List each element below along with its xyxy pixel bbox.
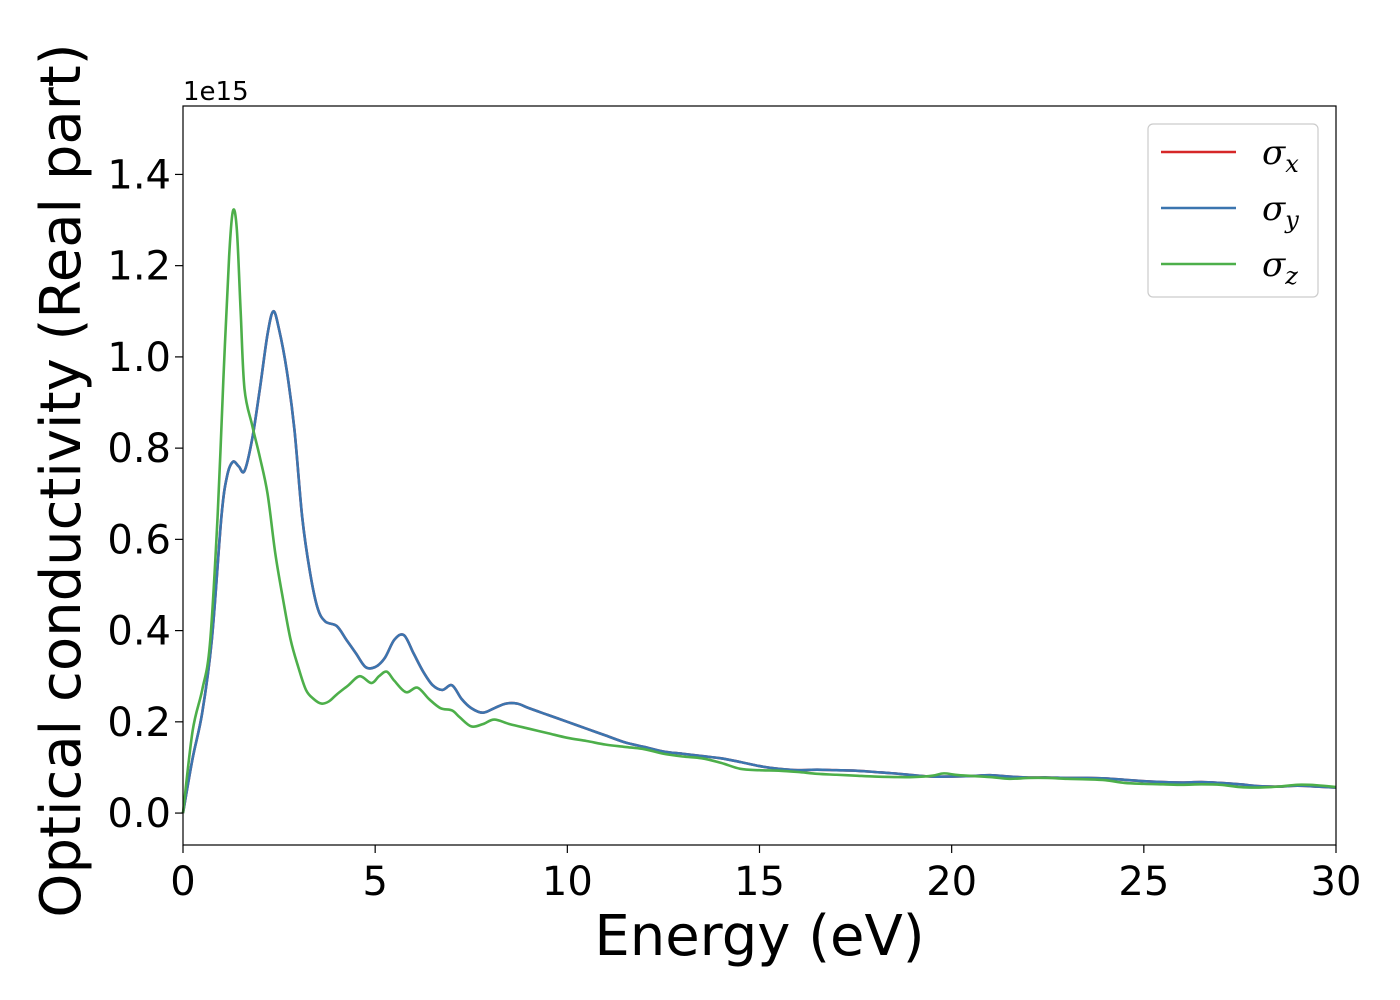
x-tick-label: 15: [734, 859, 785, 905]
y-tick-label: 0.0: [107, 791, 171, 837]
plot-lines: [181, 208, 1337, 814]
x-axis: 0 5 10 15 20 25 30: [170, 845, 1361, 905]
y-axis-offset-label: 1e15: [183, 77, 249, 107]
x-tick-label: 20: [926, 859, 977, 905]
legend-label-y: σy: [1262, 189, 1299, 234]
legend: σx σy σz: [1147, 123, 1319, 298]
y-tick-label: 0.4: [107, 609, 171, 655]
y-tick-label: 1.4: [107, 152, 171, 198]
legend-box: [1147, 123, 1319, 298]
y-tick-label: 0.2: [107, 700, 171, 746]
y-tick-label: 0.8: [107, 426, 171, 472]
x-tick-label: 25: [1118, 859, 1169, 905]
series-line-z: [181, 208, 1337, 814]
x-tick-label: 10: [542, 859, 593, 905]
legend-label-z: σz: [1262, 245, 1298, 290]
x-axis-title: Energy (eV): [594, 904, 924, 969]
x-tick-label: 0: [170, 859, 195, 905]
y-axis-title: Optical conductivity (Real part): [29, 43, 94, 917]
y-tick-label: 0.6: [107, 517, 171, 563]
x-tick-label: 5: [362, 859, 387, 905]
y-tick-label: 1.0: [107, 335, 171, 381]
y-axis: 0.0 0.2 0.4 0.6 0.8 1.0 1.2 1.4: [107, 152, 183, 837]
y-tick-label: 1.2: [107, 244, 171, 290]
x-tick-label: 30: [1311, 859, 1362, 905]
legend-label-x: σx: [1262, 133, 1299, 178]
